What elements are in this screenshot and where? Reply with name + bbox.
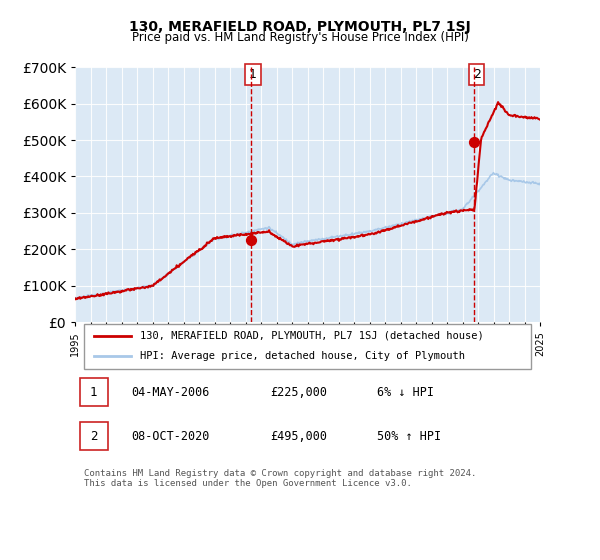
Point [470, 137, 479, 146]
Text: 130, MERAFIELD ROAD, PLYMOUTH, PL7 1SJ: 130, MERAFIELD ROAD, PLYMOUTH, PL7 1SJ [129, 20, 471, 34]
Text: 130, MERAFIELD ROAD, PLYMOUTH, PL7 1SJ (detached house): 130, MERAFIELD ROAD, PLYMOUTH, PL7 1SJ (… [140, 331, 484, 340]
Text: 50% ↑ HPI: 50% ↑ HPI [377, 430, 442, 443]
Text: 1: 1 [90, 386, 97, 399]
Text: Price paid vs. HM Land Registry's House Price Index (HPI): Price paid vs. HM Land Registry's House … [131, 31, 469, 44]
Point [246, 236, 256, 245]
Text: 04-MAY-2006: 04-MAY-2006 [131, 386, 209, 399]
Text: £495,000: £495,000 [270, 430, 328, 443]
Text: 2: 2 [90, 430, 97, 443]
Text: 6% ↓ HPI: 6% ↓ HPI [377, 386, 434, 399]
FancyBboxPatch shape [80, 422, 107, 450]
Text: 08-OCT-2020: 08-OCT-2020 [131, 430, 209, 443]
Text: £225,000: £225,000 [270, 386, 328, 399]
FancyBboxPatch shape [84, 324, 531, 368]
Text: 2: 2 [473, 68, 481, 81]
Text: 1: 1 [249, 68, 257, 81]
FancyBboxPatch shape [80, 378, 107, 407]
Text: HPI: Average price, detached house, City of Plymouth: HPI: Average price, detached house, City… [140, 351, 465, 361]
Text: Contains HM Land Registry data © Crown copyright and database right 2024.
This d: Contains HM Land Registry data © Crown c… [84, 469, 476, 488]
